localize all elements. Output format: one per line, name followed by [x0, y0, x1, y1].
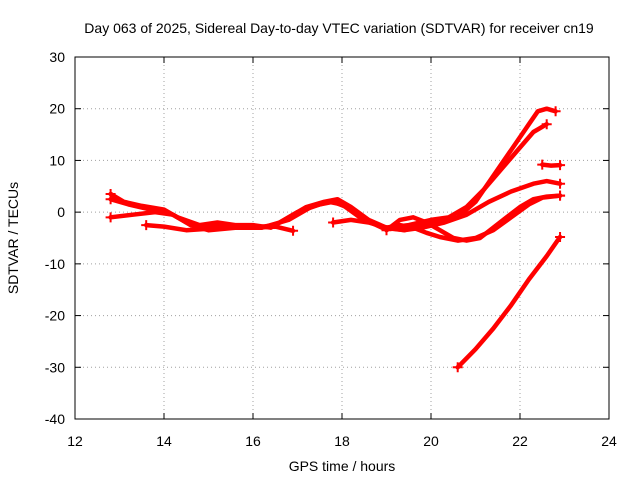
y-tick-label: -10: [45, 256, 65, 272]
x-tick-label: 14: [156, 433, 172, 449]
chart-title: Day 063 of 2025, Sidereal Day-to-day VTE…: [84, 20, 594, 36]
series-endpoint-marker: [105, 194, 116, 205]
series-line-sat-d: [143, 222, 296, 234]
x-axis-title: GPS time / hours: [289, 458, 396, 474]
series-endpoint-marker: [381, 225, 392, 236]
series-endpoint-marker: [141, 220, 152, 231]
series-endpoint-marker: [555, 178, 566, 189]
x-tick-label: 22: [512, 433, 528, 449]
x-tick-label: 18: [334, 433, 350, 449]
series-endpoint-marker: [288, 225, 299, 236]
series-endpoint-marker: [452, 362, 463, 373]
series-endpoint-marker: [105, 212, 116, 223]
x-tick-label: 24: [601, 433, 617, 449]
y-tick-label: -40: [45, 411, 65, 427]
series-endpoint-marker: [328, 217, 339, 228]
y-tick-label: 20: [49, 101, 65, 117]
y-tick-label: 0: [57, 204, 65, 220]
series-endpoint-marker: [555, 190, 566, 201]
series-line-sat-e: [330, 193, 563, 243]
x-tick-label: 16: [245, 433, 261, 449]
y-tick-label: 30: [49, 49, 65, 65]
y-tick-label: -20: [45, 308, 65, 324]
series-endpoint-marker: [541, 119, 552, 130]
series-endpoint-marker: [555, 231, 566, 242]
y-axis-title: SDTVAR / TECUs: [5, 182, 21, 294]
series-group: [105, 106, 566, 373]
series-endpoint-marker: [537, 159, 548, 170]
y-tick-label: 10: [49, 152, 65, 168]
x-tick-label: 20: [423, 433, 439, 449]
series-line-sat-a: [108, 106, 558, 233]
y-tick-label: -30: [45, 359, 65, 375]
series-endpoint-marker: [550, 106, 561, 117]
x-tick-label: 12: [67, 433, 83, 449]
series-line-sat-f: [384, 193, 563, 243]
series-line-sat-c: [108, 178, 563, 233]
axis-ticks: 12 14 16 18 20 22 24 -40 -30 -20 -10 0 10 20 30: [45, 49, 617, 449]
series-endpoint-marker: [555, 160, 566, 171]
series-line-sat-g: [455, 234, 563, 370]
